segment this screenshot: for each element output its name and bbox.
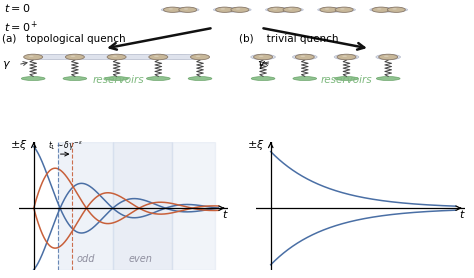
Ellipse shape — [188, 76, 212, 81]
Circle shape — [216, 7, 234, 13]
Ellipse shape — [21, 76, 45, 81]
Circle shape — [179, 7, 197, 13]
Text: $t = 0$: $t = 0$ — [4, 2, 30, 14]
Text: $\gamma$: $\gamma$ — [2, 59, 11, 71]
Circle shape — [65, 54, 84, 60]
Ellipse shape — [259, 56, 264, 57]
Ellipse shape — [146, 76, 170, 81]
Circle shape — [268, 7, 286, 13]
Circle shape — [164, 7, 182, 13]
Text: $\gamma$: $\gamma$ — [257, 59, 266, 71]
Ellipse shape — [29, 56, 34, 57]
Text: reservoirs: reservoirs — [93, 75, 144, 85]
Ellipse shape — [66, 54, 125, 59]
Circle shape — [191, 54, 210, 60]
Ellipse shape — [301, 56, 305, 57]
Bar — [113, 142, 172, 270]
Circle shape — [372, 7, 390, 13]
Ellipse shape — [384, 56, 389, 57]
Ellipse shape — [105, 76, 128, 81]
Ellipse shape — [265, 7, 303, 12]
Ellipse shape — [112, 56, 117, 57]
Ellipse shape — [108, 54, 167, 59]
Text: odd: odd — [76, 254, 95, 264]
Text: reservoirs: reservoirs — [320, 75, 372, 85]
Circle shape — [283, 7, 301, 13]
Circle shape — [379, 54, 398, 60]
Circle shape — [335, 7, 353, 13]
Ellipse shape — [335, 76, 358, 81]
Bar — [58, 142, 113, 270]
Bar — [172, 142, 215, 270]
Ellipse shape — [370, 7, 408, 12]
Ellipse shape — [376, 54, 401, 59]
Ellipse shape — [196, 56, 201, 57]
Circle shape — [254, 54, 273, 60]
Ellipse shape — [63, 76, 87, 81]
Circle shape — [24, 54, 43, 60]
Ellipse shape — [71, 56, 75, 57]
Text: $t = 0^+$: $t = 0^+$ — [4, 20, 38, 36]
Ellipse shape — [251, 54, 275, 59]
Ellipse shape — [213, 7, 251, 12]
Ellipse shape — [376, 76, 400, 81]
Ellipse shape — [342, 56, 347, 57]
Ellipse shape — [25, 54, 83, 59]
Text: (b)    trivial quench: (b) trivial quench — [239, 34, 339, 44]
Ellipse shape — [150, 54, 209, 59]
Circle shape — [320, 7, 338, 13]
Circle shape — [107, 54, 126, 60]
Circle shape — [387, 7, 405, 13]
Ellipse shape — [318, 7, 356, 12]
Text: $t_1 \sim \delta\gamma^{-\epsilon}$: $t_1 \sim \delta\gamma^{-\epsilon}$ — [48, 139, 83, 152]
Circle shape — [231, 7, 249, 13]
Ellipse shape — [293, 76, 317, 81]
Text: $t$: $t$ — [459, 208, 466, 220]
Text: $\pm\xi$: $\pm\xi$ — [247, 138, 265, 152]
Circle shape — [337, 54, 356, 60]
Text: $t$: $t$ — [222, 208, 229, 220]
Ellipse shape — [161, 7, 199, 12]
Ellipse shape — [154, 56, 159, 57]
Text: $\pm\xi$: $\pm\xi$ — [10, 138, 28, 152]
Circle shape — [149, 54, 168, 60]
Ellipse shape — [251, 76, 275, 81]
Circle shape — [295, 54, 314, 60]
Text: even: even — [129, 254, 153, 264]
Ellipse shape — [334, 54, 359, 59]
Text: (a)   topological quench: (a) topological quench — [2, 34, 126, 44]
Ellipse shape — [292, 54, 317, 59]
